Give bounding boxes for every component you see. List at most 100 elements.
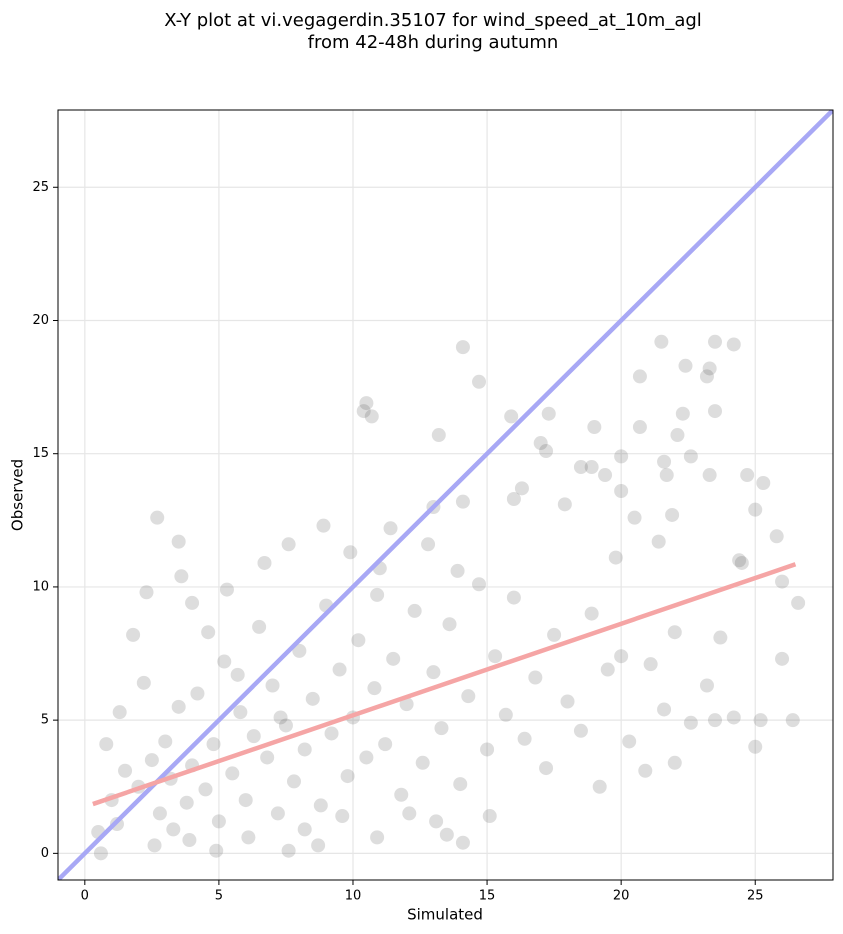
x-tick-label: 0 xyxy=(81,889,89,904)
point xyxy=(402,806,417,821)
point xyxy=(335,809,350,824)
point xyxy=(225,766,240,781)
point xyxy=(506,491,521,506)
point xyxy=(351,633,366,648)
point xyxy=(654,334,669,349)
point xyxy=(241,830,256,845)
point xyxy=(584,606,599,621)
point xyxy=(775,574,790,589)
point xyxy=(230,667,245,682)
x-axis-label: Simulated xyxy=(407,906,483,924)
point xyxy=(533,436,548,451)
y-tick-label: 5 xyxy=(41,713,49,728)
point xyxy=(185,595,200,610)
point xyxy=(683,449,698,464)
point xyxy=(675,406,690,421)
point xyxy=(281,537,296,552)
point xyxy=(708,713,723,728)
point xyxy=(158,734,173,749)
point xyxy=(370,830,385,845)
point xyxy=(455,340,470,355)
point xyxy=(651,534,666,549)
point xyxy=(93,846,108,861)
point xyxy=(528,670,543,685)
y-axis-label: Observed xyxy=(9,459,27,531)
point xyxy=(233,705,248,720)
point xyxy=(281,843,296,858)
point xyxy=(286,774,301,789)
point xyxy=(273,710,288,725)
point xyxy=(364,409,379,424)
point xyxy=(702,361,717,376)
point xyxy=(665,507,680,522)
point xyxy=(415,755,430,770)
point xyxy=(638,763,653,778)
point xyxy=(370,587,385,602)
point xyxy=(708,334,723,349)
point xyxy=(726,337,741,352)
point xyxy=(324,726,339,741)
point xyxy=(748,739,763,754)
point xyxy=(614,449,629,464)
point xyxy=(450,563,465,578)
point xyxy=(753,713,768,728)
point xyxy=(748,502,763,517)
point xyxy=(179,795,194,810)
point xyxy=(573,723,588,738)
point xyxy=(734,555,749,570)
fit-line xyxy=(92,562,797,807)
x-tick-label: 20 xyxy=(613,889,630,904)
point xyxy=(598,468,613,483)
point xyxy=(171,699,186,714)
y-tick-label: 25 xyxy=(32,180,49,195)
point xyxy=(514,481,529,496)
point xyxy=(426,665,441,680)
point xyxy=(99,737,114,752)
point xyxy=(461,689,476,704)
fit-line xyxy=(58,110,833,880)
point xyxy=(112,705,127,720)
point xyxy=(292,643,307,658)
point xyxy=(592,779,607,794)
chart-title: from 42-48h during autumn xyxy=(308,32,559,53)
point xyxy=(386,651,401,666)
point xyxy=(174,569,189,584)
point xyxy=(614,649,629,664)
point xyxy=(498,707,513,722)
point xyxy=(442,617,457,632)
point xyxy=(136,675,151,690)
point xyxy=(657,454,672,469)
point xyxy=(311,838,326,853)
point xyxy=(359,750,374,765)
point xyxy=(278,718,293,733)
point xyxy=(600,662,615,677)
point xyxy=(667,755,682,770)
point xyxy=(171,534,186,549)
point xyxy=(539,444,554,459)
x-tick-label: 10 xyxy=(345,889,362,904)
point xyxy=(557,497,572,512)
point xyxy=(152,806,167,821)
point xyxy=(434,721,449,736)
point xyxy=(305,691,320,706)
point xyxy=(265,678,280,693)
point xyxy=(238,793,253,808)
point xyxy=(316,518,331,533)
point xyxy=(147,838,162,853)
point xyxy=(257,555,272,570)
point xyxy=(150,510,165,525)
point xyxy=(667,625,682,640)
point xyxy=(791,595,806,610)
point xyxy=(775,651,790,666)
point xyxy=(367,681,382,696)
point xyxy=(429,814,444,829)
point xyxy=(260,750,275,765)
point xyxy=(455,494,470,509)
point xyxy=(421,537,436,552)
point xyxy=(217,654,232,669)
point xyxy=(378,737,393,752)
x-tick-label: 5 xyxy=(215,889,223,904)
x-tick-label: 25 xyxy=(747,889,764,904)
y-tick-label: 0 xyxy=(41,846,49,861)
